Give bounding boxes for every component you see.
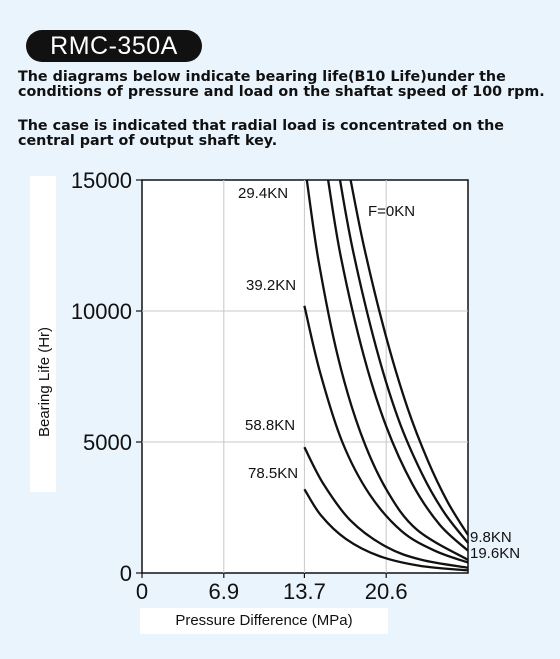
x-axis-label-bg [140, 608, 388, 634]
grid [142, 180, 468, 573]
x-tick-label: 6.9 [208, 579, 239, 604]
y-tick-label: 0 [120, 561, 132, 586]
series-line-39-2kn [303, 305, 469, 564]
y-axis-label: Bearing Life (Hr) [36, 327, 53, 437]
load-note: The case is indicated that radial load i… [18, 118, 504, 149]
bearing-life-chart: 0 5000 10000 15000 0 6.9 13.7 20.6 F=0KN 9.8KN19… [30, 168, 520, 634]
y-tick-label: 15000 [71, 168, 132, 193]
series-line-58-8kn [303, 446, 469, 569]
x-tick-label: 13.7 [283, 579, 326, 604]
series-line-29-4kn [305, 179, 469, 561]
model-badge: RMC-350A [26, 30, 202, 62]
series-label-9-8kn: 9.8KN [470, 529, 512, 546]
series-label-f-0kn: F=0KN [368, 203, 415, 220]
y-tick-label: 10000 [71, 299, 132, 324]
series-label-19-6kn: 19.6KN [470, 545, 520, 562]
series-line-f-0kn [349, 179, 469, 536]
x-tick-label: 0 [136, 579, 148, 604]
series-line-9-8kn [338, 179, 469, 544]
series-label-78-5kn: 78.5KN [248, 465, 298, 482]
series-label-39-2kn: 39.2KN [246, 277, 296, 294]
series-line-19-6kn [326, 179, 469, 552]
series-label-58-8kn: 58.8KN [245, 417, 295, 434]
x-axis-label: Pressure Difference (MPa) [175, 612, 352, 629]
series-line-78-5kn [303, 488, 469, 572]
series-label-29-4kn: 29.4KN [238, 185, 288, 202]
description-note: The diagrams below indicate bearing life… [18, 69, 545, 100]
y-tick-label: 5000 [83, 430, 132, 455]
plot-area [141, 179, 469, 574]
series-lines [303, 179, 469, 572]
axis-ticks: 0 5000 10000 15000 0 6.9 13.7 20.6 [71, 168, 408, 604]
x-tick-label: 20.6 [365, 579, 408, 604]
y-axis-label-bg [30, 176, 56, 492]
